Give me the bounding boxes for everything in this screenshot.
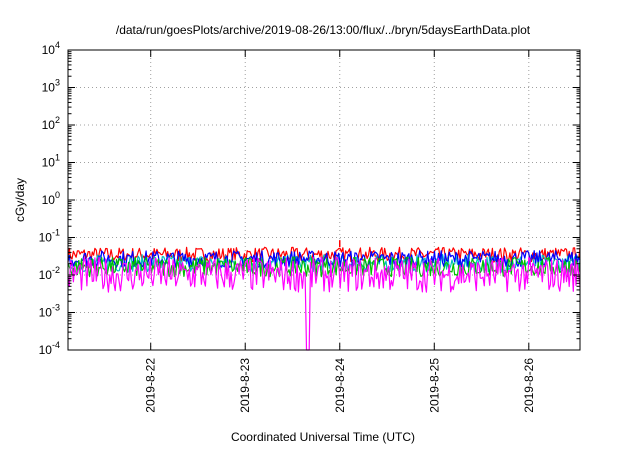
series-line-3 <box>67 250 581 268</box>
ticks: 10-4 10-3 10-2 10-1 100 101 102 103 104 2019-8-22… <box>39 40 580 413</box>
x-tick-label: 2019-8-22 <box>144 358 158 413</box>
x-tick-label: 2019-8-25 <box>427 358 441 413</box>
x-axis-label: Coordinated Universal Time (UTC) <box>231 430 415 444</box>
x-tick-label: 2019-8-24 <box>333 358 347 413</box>
series-line-5 <box>67 256 581 351</box>
y-tick-label: 10-2 <box>39 265 60 282</box>
x-tick-label: 2019-8-23 <box>238 358 252 413</box>
grid <box>68 50 580 350</box>
series-line-2 <box>67 254 581 273</box>
y-tick-label: 104 <box>42 40 60 57</box>
chart-title: /data/run/goesPlots/archive/2019-08-26/1… <box>116 23 531 37</box>
series-line-4 <box>67 256 581 278</box>
y-tick-label: 10-3 <box>39 303 60 320</box>
y-tick-label: 10-4 <box>39 340 60 357</box>
y-tick-label: 10-1 <box>39 228 60 245</box>
series-group <box>67 240 581 351</box>
x-tick-label: 2019-8-26 <box>522 358 536 413</box>
series-line-1 <box>67 246 581 263</box>
y-tick-label: 101 <box>42 153 60 170</box>
y-tick-label: 100 <box>42 190 60 207</box>
y-tick-label: 102 <box>42 115 60 132</box>
y-tick-label: 103 <box>42 78 60 95</box>
y-axis-label: cGy/day <box>13 178 27 222</box>
